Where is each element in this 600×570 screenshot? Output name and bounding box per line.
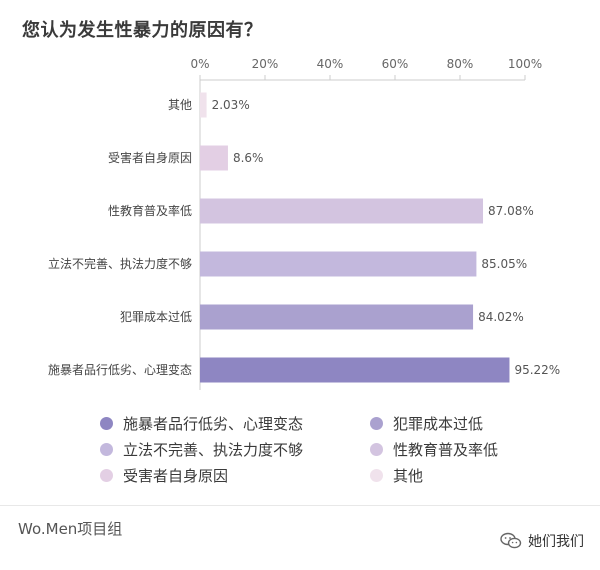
wechat-icon	[500, 532, 522, 549]
category-label: 立法不完善、执法力度不够	[48, 256, 192, 271]
footer-brand: Wo.Men项目组	[18, 520, 123, 538]
bar	[200, 304, 474, 330]
legend-swatch	[370, 416, 383, 430]
x-tick-label: 80%	[447, 57, 474, 71]
category-label: 性教育普及率低	[108, 203, 192, 218]
data-label: 84.02%	[478, 310, 524, 324]
data-label: 95.22%	[514, 363, 560, 377]
bar	[200, 92, 207, 118]
legend-item: 施暴者品行低劣、心理变态	[100, 412, 370, 434]
data-label: 85.05%	[481, 257, 527, 271]
bar-chart: 0% 20% 40% 60% 80% 100% 其他 2.03% 受害者自身原因 8.6% 性教育普…	[48, 57, 560, 390]
chart-legend: 施暴者品行低劣、心理变态 犯罪成本过低立法不完善、执法力度不够 性教育普及率低受害者…	[100, 412, 540, 486]
x-tick-label: 20%	[252, 57, 279, 71]
data-label: 87.08%	[488, 204, 534, 218]
footer-divider	[0, 505, 600, 506]
legend-item: 性教育普及率低	[370, 438, 540, 460]
legend-item: 立法不完善、执法力度不够	[100, 438, 370, 460]
legend-label: 犯罪成本过低	[393, 414, 484, 433]
legend-item: 犯罪成本过低	[370, 412, 540, 434]
legend-label: 其他	[393, 466, 424, 485]
category-label: 受害者自身原因	[108, 150, 192, 165]
bar	[200, 357, 510, 383]
data-label: 2.03%	[212, 98, 250, 112]
x-tick-label: 60%	[382, 57, 409, 71]
category-label: 犯罪成本过低	[120, 310, 192, 324]
legend-swatch	[370, 442, 383, 456]
x-tick-label: 0%	[190, 57, 209, 71]
legend-label: 施暴者品行低劣、心理变态	[123, 414, 304, 433]
legend-swatch	[100, 416, 113, 430]
data-label: 8.6%	[233, 151, 264, 165]
legend-swatch	[100, 442, 113, 456]
legend-swatch	[370, 468, 383, 482]
chart-card: 您认为发生性暴力的原因有？ 0% 20% 40% 60% 80% 100% 其他 2.03% 受…	[22, 20, 561, 486]
x-tick-label: 40%	[317, 57, 344, 71]
legend-item: 其他	[370, 464, 540, 486]
bar	[200, 198, 484, 224]
legend-swatch	[100, 468, 113, 482]
bar	[200, 145, 228, 171]
legend-label: 立法不完善、执法力度不够	[123, 440, 304, 459]
legend-item: 受害者自身原因	[100, 464, 370, 486]
x-tick-label: 100%	[508, 57, 542, 71]
legend-label: 性教育普及率低	[393, 440, 499, 459]
footer-account-name: 她们我们	[528, 534, 584, 550]
footer-account: 她们我们	[500, 531, 584, 551]
category-label: 其他	[168, 98, 192, 112]
legend-label: 受害者自身原因	[123, 466, 229, 485]
chart-title: 您认为发生性暴力的原因有？	[22, 20, 263, 41]
category-label: 施暴者品行低劣、心理变态	[48, 362, 192, 377]
bar	[200, 251, 477, 277]
